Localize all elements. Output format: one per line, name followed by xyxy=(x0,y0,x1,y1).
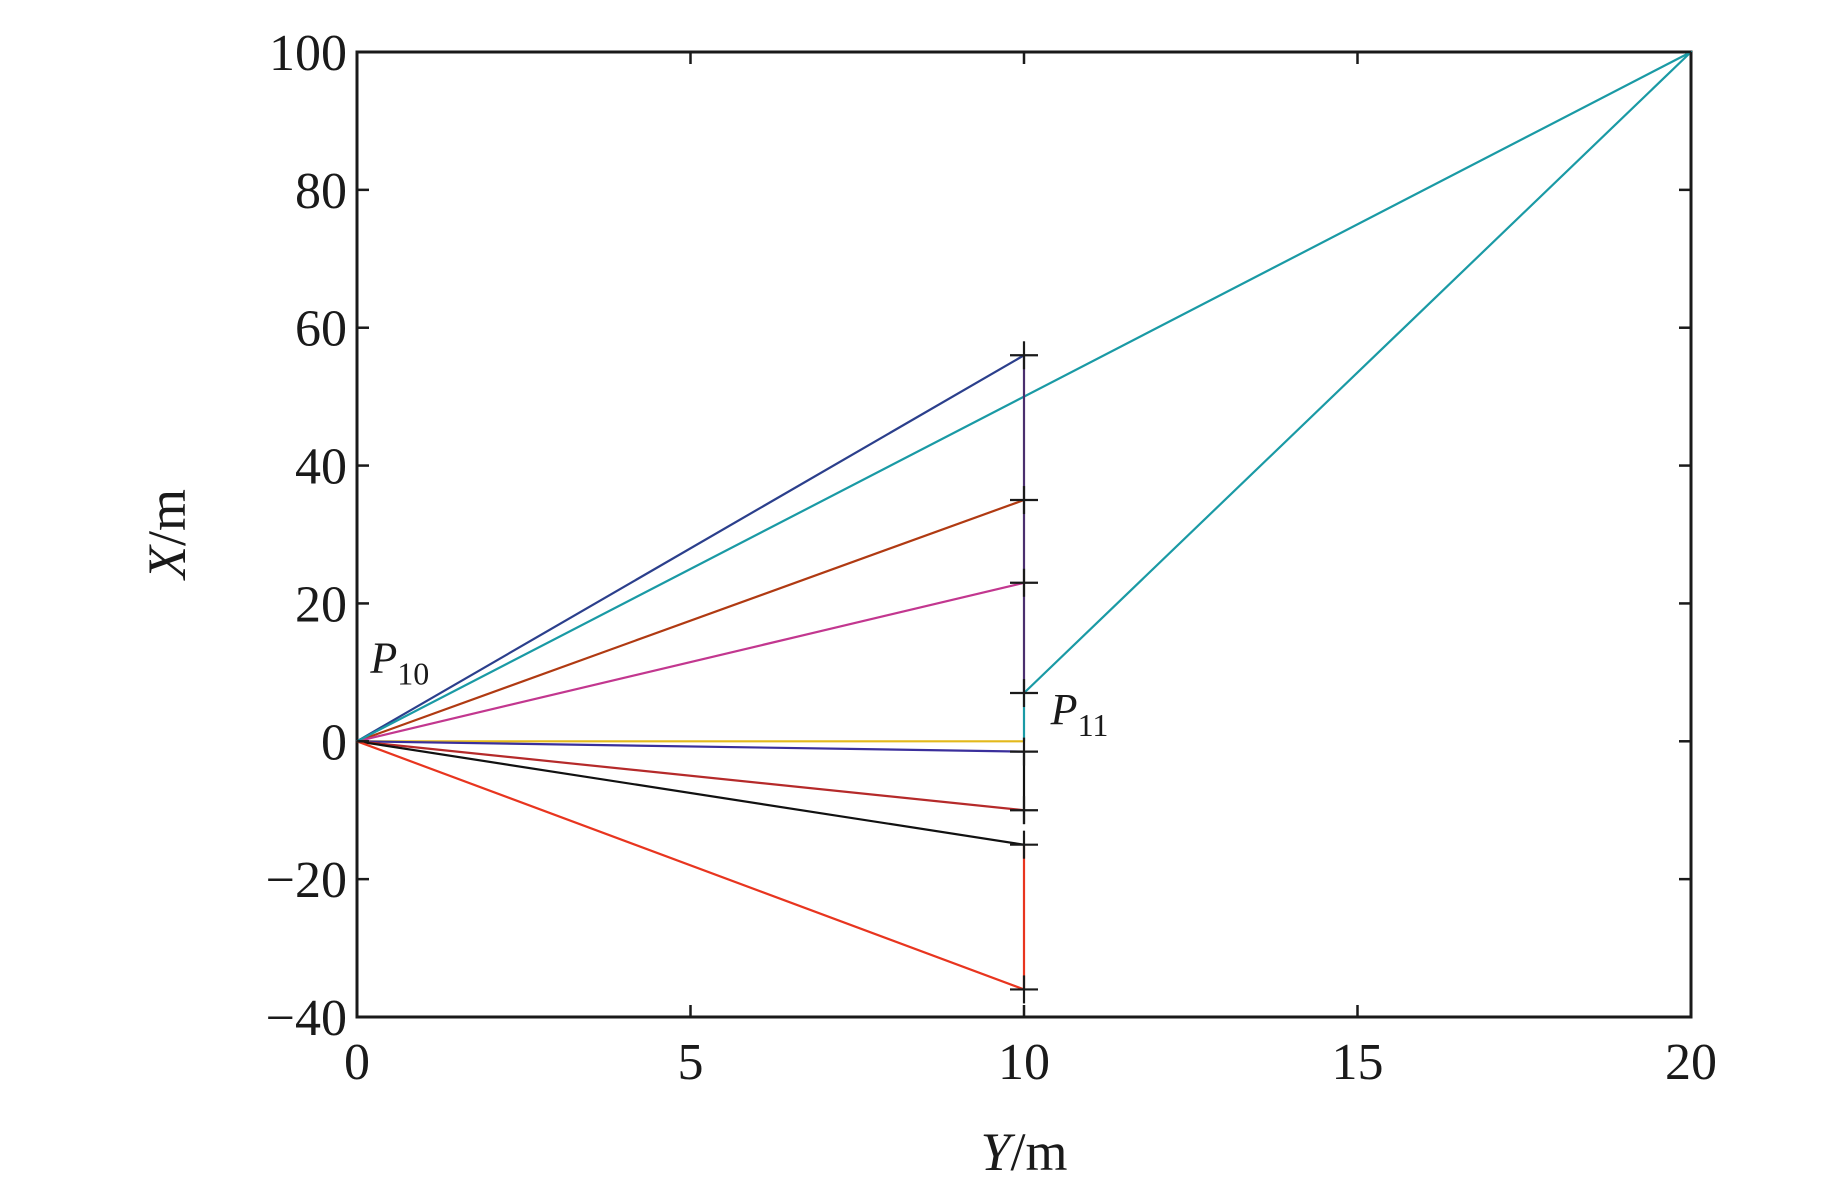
x-tick-label: 5 xyxy=(678,1034,704,1091)
x-tick-label: 10 xyxy=(998,1034,1050,1091)
y-tick-label: −40 xyxy=(266,990,347,1047)
y-tick-label: 100 xyxy=(269,25,347,82)
endpoint-marker-7 xyxy=(1010,830,1038,859)
endpoint-marker-6 xyxy=(1010,796,1038,825)
annotation-p11: P11 xyxy=(1050,685,1109,743)
y-axis-title: X/m xyxy=(137,489,197,581)
x-tick-label: 0 xyxy=(344,1034,370,1091)
endpoint-markers xyxy=(1010,341,1038,1004)
y-tick-label: 60 xyxy=(295,301,347,358)
series-line-9 xyxy=(356,740,1025,991)
x-axis-title: Y/m xyxy=(980,1122,1067,1181)
endpoint-marker-5 xyxy=(1010,737,1038,766)
y-tick-label: 20 xyxy=(295,576,347,633)
series-line-6 xyxy=(356,740,1025,753)
y-tick-label: 80 xyxy=(295,163,347,220)
endpoint-marker-4 xyxy=(1010,679,1038,708)
annotations: P10 P11 xyxy=(369,633,1108,743)
series-line-7 xyxy=(356,740,1025,812)
endpoint-marker-1 xyxy=(1010,341,1038,370)
y-axis-ticks: −40 −20 0 20 40 60 80 100 xyxy=(266,25,1691,1047)
endpoint-marker-3 xyxy=(1010,568,1038,597)
y-tick-label: 40 xyxy=(295,439,347,496)
x-tick-label: 20 xyxy=(1665,1034,1717,1091)
x-axis-ticks: 0 5 10 15 20 xyxy=(344,52,1717,1091)
x-tick-label: 15 xyxy=(1332,1034,1384,1091)
endpoint-marker-2 xyxy=(1010,486,1038,515)
y-tick-label: −20 xyxy=(266,852,347,909)
series-line-8 xyxy=(356,740,1025,846)
y-tick-label: 0 xyxy=(321,714,347,771)
series-line-1 xyxy=(356,354,1025,743)
series-line-2 xyxy=(356,498,1025,743)
series-line-3 xyxy=(356,581,1025,743)
endpoint-marker-8 xyxy=(1010,975,1038,1004)
annotation-p10: P10 xyxy=(369,633,429,691)
series-lines xyxy=(356,50,1693,991)
